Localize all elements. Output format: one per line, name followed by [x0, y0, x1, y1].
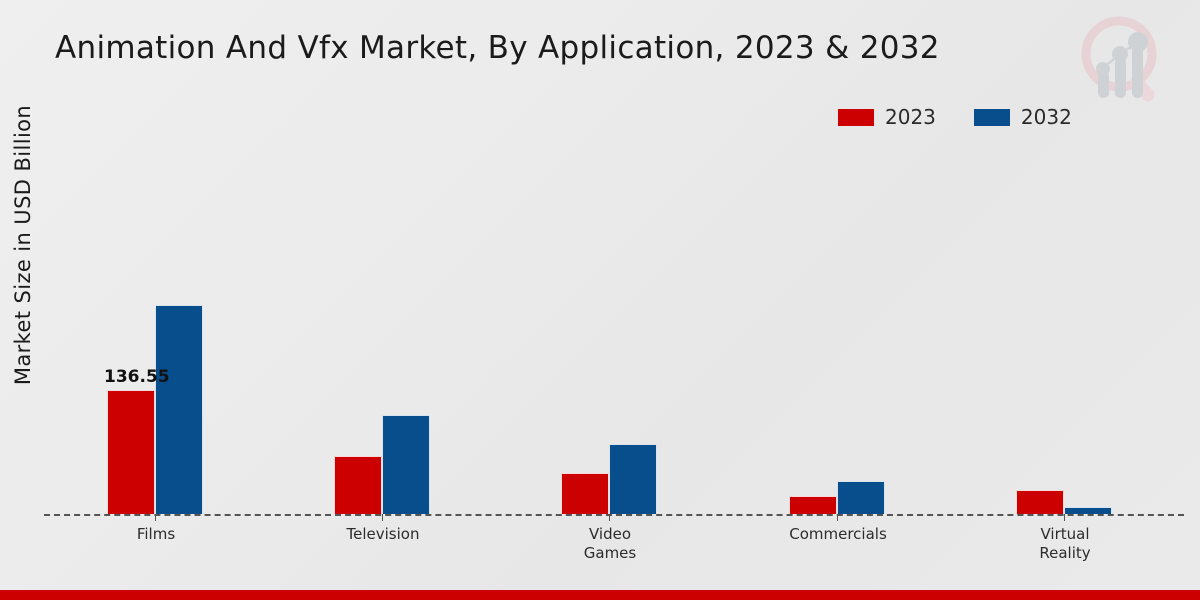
bar-films-2032[interactable]: [155, 305, 203, 514]
plot-area: 136.55 Films Television: [44, 150, 1184, 562]
x-axis-baseline: [44, 514, 1184, 516]
legend-swatch-2032: [973, 108, 1010, 126]
x-label-television-line1: Television: [346, 525, 420, 543]
bar-films-2023[interactable]: [107, 390, 155, 514]
legend-item-2023[interactable]: 2023: [838, 105, 936, 129]
bars-television: [334, 150, 432, 514]
bar-virtual-reality-2032[interactable]: [1064, 507, 1112, 514]
bars-commercials: [789, 150, 887, 514]
x-label-television: Television: [308, 525, 458, 544]
bar-commercials-2023[interactable]: [789, 496, 837, 514]
bars-video-games: [561, 150, 659, 514]
x-label-films-line1: Films: [136, 525, 176, 543]
bar-commercials-2032[interactable]: [837, 481, 885, 514]
x-label-video-games-line1: Video: [588, 525, 632, 543]
market-research-logo-icon: [1081, 16, 1157, 102]
x-tick-virtual-reality: [1064, 514, 1065, 521]
x-label-video-games-line2: Games: [583, 544, 637, 562]
legend-label-2032: 2032: [1020, 105, 1072, 129]
bars-virtual-reality: [1016, 150, 1114, 514]
chart-legend: 2023 2032: [838, 105, 1072, 129]
bar-television-2032[interactable]: [382, 415, 430, 514]
bar-group-video-games: Video Games: [561, 150, 659, 562]
x-tick-television: [382, 514, 383, 521]
legend-swatch-2023: [838, 108, 874, 126]
x-label-virtual-reality: Virtual Reality: [990, 525, 1140, 563]
bar-group-commercials: Commercials: [789, 150, 887, 543]
bar-group-television: Television: [334, 150, 432, 543]
x-tick-video-games: [609, 514, 610, 521]
bottom-accent-band: [0, 590, 1200, 600]
x-label-virtual-reality-line1: Virtual: [1040, 525, 1090, 543]
x-label-video-games: Video Games: [535, 525, 685, 563]
bars-films: [107, 150, 205, 514]
x-tick-commercials: [837, 514, 838, 521]
legend-label-2023: 2023: [885, 105, 936, 129]
x-label-virtual-reality-line2: Reality: [1039, 544, 1091, 562]
legend-item-2032[interactable]: 2032: [973, 105, 1072, 129]
bar-video-games-2023[interactable]: [561, 473, 609, 514]
bar-video-games-2032[interactable]: [609, 444, 657, 514]
y-axis-title: Market Size in USD Billion: [11, 104, 35, 386]
x-label-films: Films: [81, 525, 231, 544]
bar-group-virtual-reality: Virtual Reality: [1016, 150, 1114, 562]
chart-title: Animation And Vfx Market, By Application…: [55, 30, 940, 66]
bar-group-films: 136.55 Films: [104, 150, 205, 543]
bar-virtual-reality-2023[interactable]: [1016, 490, 1064, 514]
x-label-commercials: Commercials: [763, 525, 913, 544]
x-tick-films: [155, 514, 156, 521]
bar-television-2023[interactable]: [334, 456, 382, 514]
value-label-films-2023: 136.55: [104, 367, 170, 387]
x-label-commercials-line1: Commercials: [789, 525, 887, 543]
